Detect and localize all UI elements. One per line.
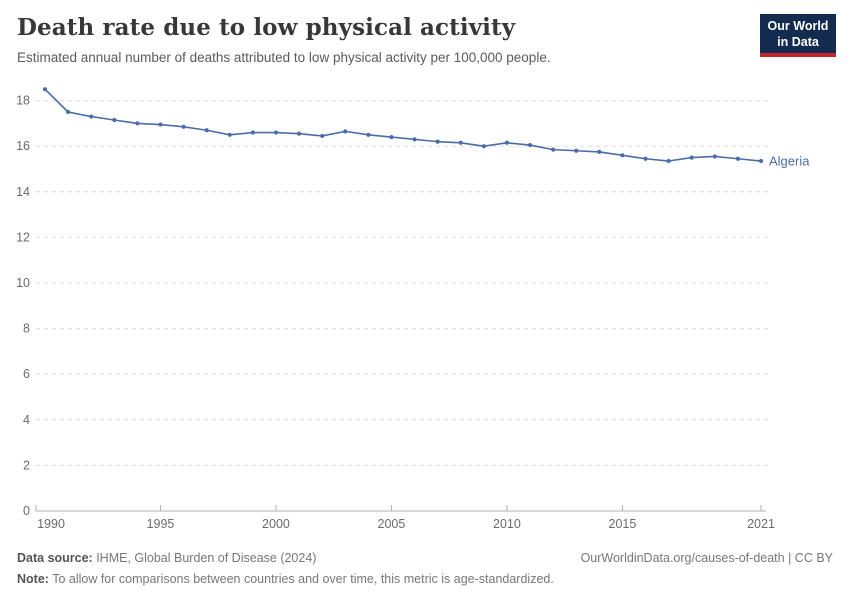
data-point-algeria-1996[interactable] bbox=[181, 124, 186, 129]
footer-row-note: Note: To allow for comparisons between c… bbox=[17, 572, 833, 586]
line-chart[interactable]: 0 2 4 6 8 10 12 14 16 18 1990 1995 2000 2005 2010 2015 2… bbox=[0, 70, 850, 540]
owid-logo: Our World in Data bbox=[760, 14, 836, 57]
data-point-algeria-2016[interactable] bbox=[643, 156, 648, 161]
note-text: To allow for comparisons between countri… bbox=[48, 572, 554, 586]
data-point-algeria-2021[interactable] bbox=[758, 158, 764, 164]
y-axis-label-18: 18 bbox=[16, 94, 30, 108]
chart-title: Death rate due to low physical activity bbox=[17, 14, 516, 41]
data-point-algeria-1992[interactable] bbox=[89, 114, 94, 119]
y-axis-label-2: 2 bbox=[23, 458, 30, 472]
x-axis-label-1990: 1990 bbox=[37, 517, 65, 531]
data-point-algeria-2017[interactable] bbox=[666, 158, 671, 164]
series-end-label-algeria[interactable]: Algeria bbox=[769, 154, 810, 169]
note-label: Note: bbox=[17, 572, 49, 586]
x-axis-label-2010: 2010 bbox=[493, 517, 521, 531]
y-axis-label-10: 10 bbox=[16, 276, 30, 290]
data-point-algeria-1994[interactable] bbox=[135, 121, 140, 126]
data-point-algeria-2010[interactable] bbox=[504, 140, 510, 145]
y-axis-label-8: 8 bbox=[23, 322, 30, 336]
owid-logo-line2: in Data bbox=[777, 35, 819, 49]
data-point-algeria-2001[interactable] bbox=[296, 131, 302, 136]
x-axis-label-2021: 2021 bbox=[747, 517, 775, 531]
y-axis-label-4: 4 bbox=[23, 413, 30, 427]
x-axis-label-2015: 2015 bbox=[609, 517, 637, 531]
chart-footer: Data source: IHME, Global Burden of Dise… bbox=[17, 551, 833, 586]
data-point-algeria-2003[interactable] bbox=[343, 129, 348, 134]
owid-cc-link[interactable]: OurWorldinData.org/causes-of-death | CC … bbox=[580, 551, 833, 565]
data-point-algeria-2006[interactable] bbox=[412, 137, 417, 142]
chart-subtitle: Estimated annual number of deaths attrib… bbox=[17, 50, 551, 65]
data-point-algeria-1990[interactable] bbox=[42, 87, 48, 92]
x-axis-label-1995: 1995 bbox=[147, 517, 175, 531]
y-axis-label-6: 6 bbox=[23, 367, 30, 381]
data-point-algeria-2020[interactable] bbox=[735, 156, 741, 161]
owid-logo-line1: Our World bbox=[767, 19, 829, 33]
data-source-label: Data source: bbox=[17, 551, 93, 565]
data-point-algeria-1991[interactable] bbox=[65, 109, 71, 115]
data-point-algeria-2018[interactable] bbox=[689, 155, 694, 160]
data-source: Data source: IHME, Global Burden of Dise… bbox=[17, 551, 316, 565]
data-point-algeria-2004[interactable] bbox=[366, 132, 371, 137]
data-point-algeria-2002[interactable] bbox=[320, 133, 325, 139]
data-point-algeria-2015[interactable] bbox=[620, 153, 625, 158]
chart-header: Death rate due to low physical activity … bbox=[17, 14, 750, 65]
footer-row-source: Data source: IHME, Global Burden of Dise… bbox=[17, 551, 833, 565]
data-point-algeria-2009[interactable] bbox=[481, 144, 486, 149]
data-point-algeria-2005[interactable] bbox=[389, 134, 394, 140]
data-point-algeria-2014[interactable] bbox=[597, 149, 602, 154]
data-point-algeria-1998[interactable] bbox=[227, 132, 232, 137]
y-axis-label-12: 12 bbox=[16, 230, 30, 244]
data-point-algeria-2019[interactable] bbox=[712, 154, 717, 159]
data-point-algeria-2012[interactable] bbox=[551, 147, 556, 152]
data-point-algeria-2013[interactable] bbox=[574, 148, 579, 153]
data-point-algeria-1999[interactable] bbox=[250, 130, 255, 135]
data-point-algeria-1995[interactable] bbox=[158, 122, 163, 127]
chart-area: 0 2 4 6 8 10 12 14 16 18 1990 1995 2000 2005 2010 2015 2… bbox=[0, 70, 850, 545]
series-line-algeria bbox=[44, 88, 762, 162]
data-point-algeria-2007[interactable] bbox=[435, 139, 440, 144]
x-axis-label-2000: 2000 bbox=[262, 517, 290, 531]
data-point-algeria-2008[interactable] bbox=[458, 140, 463, 145]
data-point-algeria-1993[interactable] bbox=[112, 117, 117, 123]
y-axis-label-16: 16 bbox=[16, 139, 30, 153]
data-source-text: IHME, Global Burden of Disease (2024) bbox=[92, 551, 317, 565]
note: Note: To allow for comparisons between c… bbox=[17, 572, 554, 586]
y-axis-label-0: 0 bbox=[23, 504, 30, 518]
data-point-algeria-2011[interactable] bbox=[527, 142, 533, 148]
x-axis-label-2005: 2005 bbox=[378, 517, 406, 531]
data-point-algeria-2000[interactable] bbox=[273, 130, 279, 135]
y-axis-label-14: 14 bbox=[16, 185, 30, 199]
data-point-algeria-1997[interactable] bbox=[204, 128, 209, 133]
